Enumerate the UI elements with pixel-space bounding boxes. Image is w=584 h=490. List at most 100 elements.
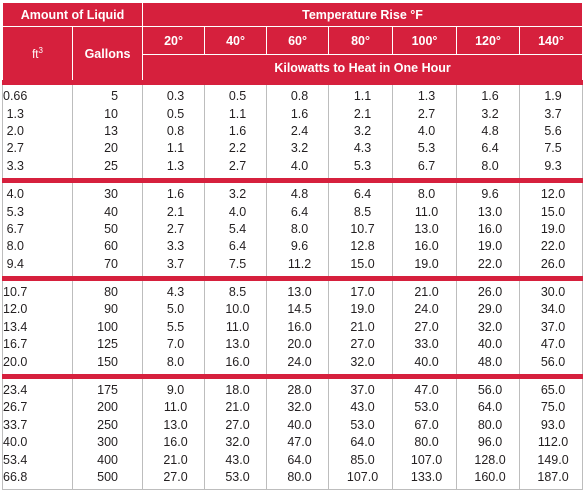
cell-gallons: 20: [71, 140, 144, 158]
cell-kilowatts: 1.1: [204, 105, 268, 123]
table-row: 33.7 250 13.0 27.0 40.0 53.0 67.0 80.0 93.0: [2, 416, 584, 435]
cell-kilowatts: 2.7: [204, 157, 268, 181]
cell-ft3: 1.3: [2, 105, 73, 123]
cell-kilowatts: 4.8: [456, 122, 521, 141]
cell-kilowatts: 37.0: [519, 318, 584, 337]
table-row: 20.0 150 8.0 16.0 24.0 32.0 40.0 48.0 56.0: [2, 353, 584, 377]
table-row: 53.4 400 21.0 43.0 64.0 85.0 107.0 128.0 149.0: [2, 451, 584, 469]
cell-kilowatts: 3.2: [328, 122, 394, 141]
cell-kilowatts: 22.0: [456, 255, 521, 279]
cell-kilowatts: 16.0: [204, 353, 268, 377]
cell-kilowatts: 187.0: [519, 468, 584, 490]
cell-kilowatts: 65.0: [519, 373, 584, 400]
cell-gallons: 500: [71, 468, 144, 490]
cell-kilowatts: 9.6: [456, 177, 521, 204]
cell-gallons: 10: [71, 105, 144, 123]
cell-kilowatts: 6.7: [392, 157, 458, 181]
cell-ft3: 6.7: [2, 220, 73, 239]
cell-kilowatts: 64.0: [328, 434, 394, 452]
temperature-rise-header: Temperature Rise °F: [142, 2, 584, 27]
table-row: 40.0 300 16.0 32.0 47.0 64.0 80.0 96.0 112.0: [2, 434, 584, 452]
cell-kilowatts: 107.0: [328, 468, 394, 490]
table-row: 1.3 10 0.5 1.1 1.6 2.1 2.7 3.2 3.7: [2, 105, 584, 123]
cell-kilowatts: 15.0: [519, 203, 584, 221]
table-row: 13.4 100 5.5 11.0 16.0 21.0 27.0 32.0 37.0: [2, 318, 584, 337]
cell-kilowatts: 8.5: [328, 203, 394, 221]
cell-kilowatts: 3.7: [519, 105, 584, 123]
cell-kilowatts: 26.0: [456, 275, 521, 302]
cell-kilowatts: 5.3: [328, 157, 394, 181]
cell-gallons: 60: [71, 238, 144, 256]
cell-ft3: 20.0: [2, 353, 73, 377]
table-row: 2.7 20 1.1 2.2 3.2 4.3 5.3 6.4 7.5: [2, 140, 584, 158]
gallons-header: Gallons: [71, 26, 144, 83]
cell-kilowatts: 11.2: [266, 255, 330, 279]
cell-kilowatts: 11.0: [392, 203, 458, 221]
cell-kilowatts: 160.0: [456, 468, 521, 490]
table-row: 5.3 40 2.1 4.0 6.4 8.5 11.0 13.0 15.0: [2, 203, 584, 221]
cell-kilowatts: 56.0: [456, 373, 521, 400]
cell-kilowatts: 3.2: [204, 177, 268, 204]
cell-kilowatts: 1.3: [142, 157, 206, 181]
cell-ft3: 40.0: [2, 434, 73, 452]
table-row: 4.0 30 1.6 3.2 4.8 6.4 8.0 9.6 12.0: [2, 177, 584, 204]
ft3-header: ft3: [2, 26, 73, 83]
cell-gallons: 90: [71, 301, 144, 319]
cell-ft3: 9.4: [2, 255, 73, 279]
cell-kilowatts: 9.0: [142, 373, 206, 400]
cell-kilowatts: 3.2: [266, 140, 330, 158]
cell-kilowatts: 0.5: [142, 105, 206, 123]
cell-ft3: 10.7: [2, 275, 73, 302]
cell-kilowatts: 1.9: [519, 80, 584, 106]
cell-kilowatts: 1.6: [266, 105, 330, 123]
cell-kilowatts: 112.0: [519, 434, 584, 452]
cell-kilowatts: 4.0: [204, 203, 268, 221]
cell-gallons: 40: [71, 203, 144, 221]
cell-ft3: 3.3: [2, 157, 73, 181]
table-row: 6.7 50 2.7 5.4 8.0 10.7 13.0 16.0 19.0: [2, 220, 584, 239]
cell-kilowatts: 43.0: [204, 451, 268, 469]
cell-kilowatts: 22.0: [519, 238, 584, 256]
cell-kilowatts: 11.0: [204, 318, 268, 337]
cell-kilowatts: 1.1: [328, 80, 394, 106]
table-row: 12.0 90 5.0 10.0 14.5 19.0 24.0 29.0 34.0: [2, 301, 584, 319]
cell-kilowatts: 33.0: [392, 336, 458, 354]
cell-kilowatts: 19.0: [392, 255, 458, 279]
cell-kilowatts: 2.7: [392, 105, 458, 123]
cell-kilowatts: 53.0: [392, 399, 458, 417]
cell-kilowatts: 47.0: [519, 336, 584, 354]
cell-kilowatts: 28.0: [266, 373, 330, 400]
cell-kilowatts: 32.0: [204, 434, 268, 452]
kilowatts-header: Kilowatts to Heat in One Hour: [142, 54, 584, 83]
cell-gallons: 70: [71, 255, 144, 279]
temp-header: 40°: [204, 26, 268, 55]
cell-kilowatts: 9.6: [266, 238, 330, 256]
cell-kilowatts: 8.0: [392, 177, 458, 204]
cell-kilowatts: 4.3: [142, 275, 206, 302]
cell-ft3: 66.8: [2, 468, 73, 490]
table-row: 9.4 70 3.7 7.5 11.2 15.0 19.0 22.0 26.0: [2, 255, 584, 279]
temp-header: 120°: [456, 26, 521, 55]
cell-kilowatts: 40.0: [392, 353, 458, 377]
cell-kilowatts: 8.0: [266, 220, 330, 239]
cell-kilowatts: 67.0: [392, 416, 458, 435]
cell-kilowatts: 19.0: [456, 238, 521, 256]
cell-kilowatts: 5.6: [519, 122, 584, 141]
cell-kilowatts: 32.0: [456, 318, 521, 337]
cell-ft3: 8.0: [2, 238, 73, 256]
cell-kilowatts: 56.0: [519, 353, 584, 377]
table-row: 16.7 125 7.0 13.0 20.0 27.0 33.0 40.0 47.0: [2, 336, 584, 354]
cell-kilowatts: 2.1: [142, 203, 206, 221]
cell-gallons: 200: [71, 399, 144, 417]
cell-kilowatts: 11.0: [142, 399, 206, 417]
table-row: 10.7 80 4.3 8.5 13.0 17.0 21.0 26.0 30.0: [2, 275, 584, 302]
table-row: 66.8 500 27.0 53.0 80.0 107.0 133.0 160.0 187.0: [2, 468, 584, 490]
cell-kilowatts: 32.0: [266, 399, 330, 417]
cell-kilowatts: 1.6: [456, 80, 521, 106]
cell-kilowatts: 16.0: [142, 434, 206, 452]
cell-kilowatts: 5.3: [392, 140, 458, 158]
cell-kilowatts: 8.5: [204, 275, 268, 302]
cell-kilowatts: 24.0: [392, 301, 458, 319]
cell-gallons: 300: [71, 434, 144, 452]
cell-kilowatts: 10.7: [328, 220, 394, 239]
